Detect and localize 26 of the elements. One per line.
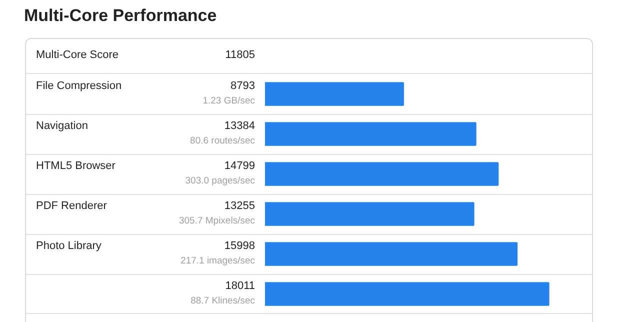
data-label: 13255 [224, 200, 255, 212]
bar [265, 82, 404, 106]
bar [265, 162, 499, 186]
data-label: 14799 [224, 160, 255, 172]
data-label: 18011 [225, 280, 255, 292]
bar [265, 242, 518, 266]
text: 88.7 Klines/sec [190, 296, 256, 307]
text: 11805 [225, 49, 255, 61]
text: 80.6 routes/sec [190, 136, 256, 147]
y-tick-label: HTML5 Browser [36, 160, 116, 172]
bar [265, 202, 474, 226]
text: 305.7 Mpixels/sec [178, 216, 256, 227]
bar [265, 282, 550, 306]
data-label: 15998 [224, 240, 255, 252]
y-tick-label: File Compression [36, 80, 122, 92]
bar [265, 122, 476, 146]
text: 303.0 pages/sec [185, 176, 256, 187]
text: Multi-Core Performance [24, 6, 217, 26]
y-tick-label: PDF Renderer [36, 200, 108, 212]
text: 217.1 images/sec [180, 256, 256, 267]
text: 1.23 GB/sec [202, 96, 256, 107]
y-tick-label: Navigation [36, 120, 88, 132]
text: Multi-Core Score [36, 49, 119, 61]
data-label: 13384 [224, 120, 255, 132]
data-label: 8793 [230, 80, 255, 92]
y-tick-label: Photo Library [36, 240, 102, 252]
